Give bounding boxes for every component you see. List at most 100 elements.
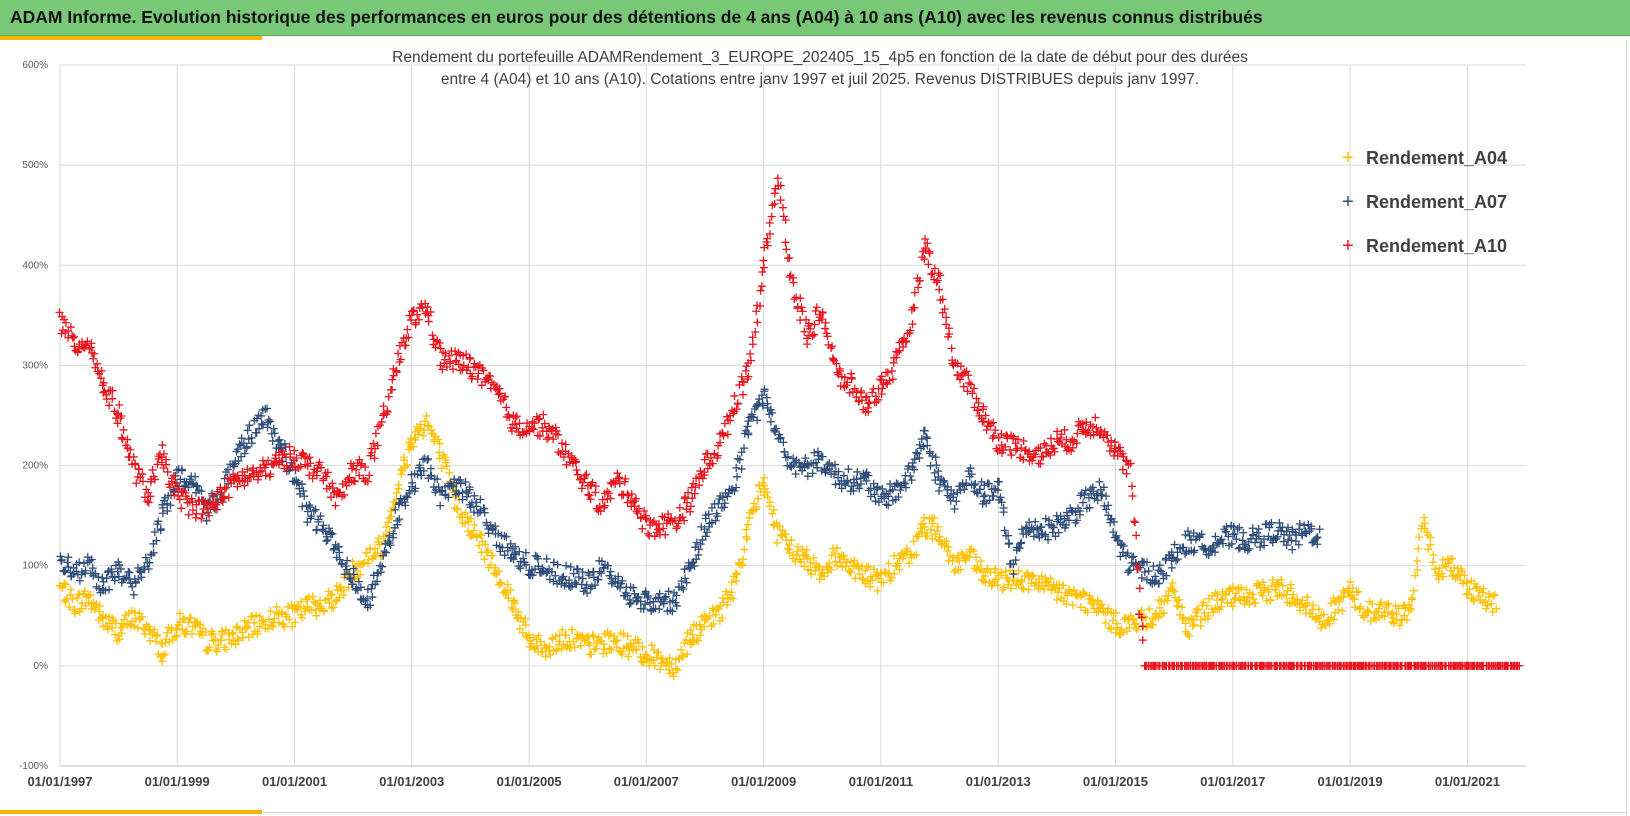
data-point — [554, 448, 563, 457]
data-point — [718, 613, 727, 622]
data-point — [486, 560, 495, 569]
data-point — [606, 567, 615, 576]
data-point — [850, 384, 859, 393]
data-point — [713, 451, 722, 460]
data-point — [293, 605, 302, 614]
data-point — [220, 484, 229, 493]
data-point — [884, 559, 893, 568]
data-point — [1481, 597, 1490, 606]
data-point — [219, 492, 228, 501]
data-point — [327, 604, 336, 613]
data-point — [922, 433, 931, 442]
data-point — [629, 583, 638, 592]
data-point — [701, 532, 710, 541]
legend-marker-a10: + — [1342, 235, 1354, 257]
data-point — [314, 517, 323, 526]
data-point — [454, 360, 463, 369]
data-point — [1076, 603, 1085, 612]
data-point — [709, 620, 718, 629]
data-point — [613, 469, 622, 478]
data-point — [1169, 585, 1178, 594]
data-point — [1102, 431, 1111, 440]
data-point — [466, 514, 475, 523]
data-point — [1370, 609, 1379, 618]
data-point — [184, 510, 193, 519]
data-point — [621, 474, 630, 483]
data-point — [115, 635, 124, 644]
data-point — [417, 471, 426, 480]
data-point — [428, 331, 437, 340]
data-point — [285, 615, 294, 624]
data-point — [690, 489, 699, 498]
data-point — [1008, 569, 1017, 578]
data-point — [1011, 446, 1020, 455]
data-point — [305, 453, 314, 462]
data-point — [337, 559, 346, 568]
data-point — [727, 588, 736, 597]
data-point — [218, 498, 227, 507]
data-point — [558, 573, 567, 582]
data-point — [1088, 422, 1097, 431]
data-point — [237, 434, 246, 443]
data-point — [1354, 587, 1363, 596]
data-point — [683, 649, 692, 658]
data-point — [544, 433, 553, 442]
data-point — [1402, 615, 1411, 624]
data-point — [97, 366, 106, 375]
data-point — [169, 471, 178, 480]
data-point — [592, 644, 601, 653]
data-point — [419, 466, 428, 475]
data-point — [1489, 591, 1498, 600]
data-point — [1429, 550, 1438, 559]
data-point — [232, 447, 241, 456]
data-point — [906, 471, 915, 480]
data-point — [1483, 601, 1492, 610]
data-point — [753, 416, 762, 425]
data-point — [654, 593, 663, 602]
data-point — [222, 483, 231, 492]
data-point — [1251, 599, 1260, 608]
data-point — [588, 630, 597, 639]
data-point — [346, 575, 355, 584]
data-point — [655, 589, 664, 598]
data-point — [1235, 523, 1244, 532]
data-point — [1432, 571, 1441, 580]
data-point — [413, 430, 422, 439]
data-point — [629, 639, 638, 648]
data-point — [328, 529, 337, 538]
data-point — [997, 571, 1006, 580]
data-point — [935, 285, 944, 294]
data-point — [1143, 558, 1152, 567]
data-point — [1188, 622, 1197, 631]
data-point — [255, 622, 264, 631]
data-point — [495, 578, 504, 587]
data-point — [631, 494, 640, 503]
data-point — [470, 526, 479, 535]
data-point — [1014, 435, 1023, 444]
data-point — [187, 629, 196, 638]
data-point — [1091, 413, 1100, 422]
data-point — [1192, 605, 1201, 614]
data-point — [292, 454, 301, 463]
data-point — [932, 461, 941, 470]
data-point — [752, 307, 761, 316]
data-point — [659, 599, 668, 608]
data-point — [75, 558, 84, 567]
data-point — [1312, 534, 1321, 543]
chart-title: Rendement du portefeuille ADAMRendement_… — [200, 47, 1440, 91]
data-point — [901, 338, 910, 347]
data-point — [745, 508, 754, 517]
data-point — [1439, 572, 1448, 581]
data-point — [1014, 566, 1023, 575]
data-point — [306, 503, 315, 512]
data-point — [661, 592, 670, 601]
data-point — [1179, 613, 1188, 622]
data-point — [825, 559, 834, 568]
data-point — [1101, 618, 1110, 627]
data-point — [202, 516, 211, 525]
data-point — [212, 500, 221, 509]
data-point — [463, 513, 472, 522]
data-point — [441, 458, 450, 467]
data-point — [1028, 456, 1037, 465]
data-point — [996, 493, 1005, 502]
